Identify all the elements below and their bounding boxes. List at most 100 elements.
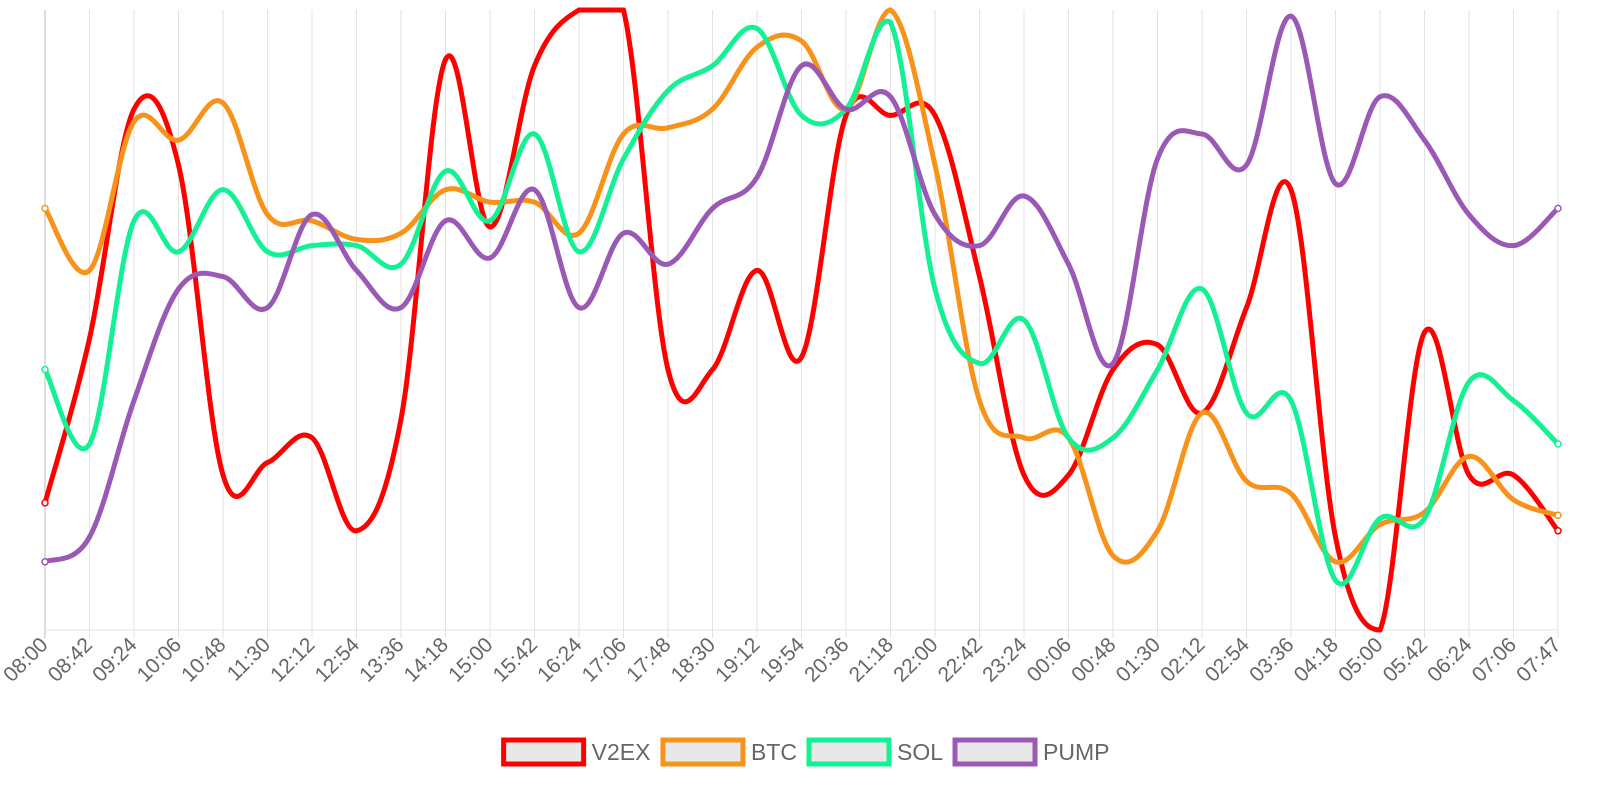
- data-point: [1066, 435, 1071, 441]
- data-point: [220, 274, 226, 280]
- data-point: [87, 336, 92, 342]
- data-point: [1021, 472, 1027, 478]
- legend-item-btc[interactable]: BTC: [660, 737, 797, 767]
- data-point: [41, 204, 49, 213]
- data-point: [799, 354, 804, 360]
- data-point: [1244, 478, 1249, 484]
- data-point: [710, 205, 715, 211]
- data-point: [87, 534, 92, 540]
- data-point: [1288, 398, 1294, 404]
- data-point: [710, 106, 715, 112]
- legend-item-sol[interactable]: SOL: [806, 737, 943, 767]
- data-point: [1021, 317, 1027, 323]
- x-tick-label: 16:24: [533, 633, 587, 687]
- data-point: [398, 416, 404, 422]
- data-point: [532, 187, 537, 193]
- data-point: [41, 558, 49, 566]
- data-point: [1110, 435, 1116, 441]
- data-point: [176, 249, 181, 255]
- legend-swatch[interactable]: [806, 737, 892, 767]
- data-point: [220, 472, 226, 478]
- x-tick-label: 07:06: [1468, 633, 1521, 686]
- data-point: [1021, 193, 1027, 199]
- series-v2ex: [41, 7, 1562, 633]
- x-tick-label: 07:47: [1512, 633, 1565, 686]
- x-tick-label: 22:42: [934, 633, 987, 686]
- data-point: [1554, 527, 1562, 535]
- data-point: [131, 218, 137, 224]
- data-point: [354, 267, 359, 273]
- x-tick-label: 14:18: [400, 633, 453, 686]
- x-tick-label: 08:00: [0, 633, 53, 686]
- legend-item-pump[interactable]: PUMP: [952, 737, 1109, 767]
- data-point: [41, 499, 49, 507]
- legend-label[interactable]: PUMP: [1043, 739, 1109, 765]
- data-point: [1199, 410, 1205, 416]
- data-point: [621, 7, 626, 13]
- series-line-pump: [42, 13, 1561, 565]
- data-point: [1333, 534, 1338, 540]
- legend: V2EX BTC SOL PUMP: [501, 737, 1109, 767]
- x-tick-label: 12:12: [266, 633, 319, 686]
- data-point: [1377, 94, 1383, 100]
- data-point: [487, 218, 493, 224]
- data-point: [710, 63, 715, 69]
- x-tick-label: 11:30: [223, 633, 275, 685]
- data-point: [1288, 13, 1294, 19]
- data-point: [1244, 305, 1249, 311]
- data-point: [87, 267, 92, 273]
- data-point: [131, 398, 137, 404]
- data-point: [532, 63, 537, 69]
- data-point: [354, 528, 359, 534]
- data-point: [532, 199, 537, 205]
- data-point: [87, 441, 92, 447]
- data-point: [1377, 627, 1383, 633]
- x-tick-label: 03:36: [1245, 633, 1298, 686]
- data-point: [131, 119, 137, 125]
- data-point: [1155, 367, 1160, 373]
- data-point: [843, 106, 849, 112]
- x-tick-label: 00:48: [1067, 633, 1120, 686]
- data-point: [1333, 181, 1338, 187]
- series-pump: [41, 13, 1562, 566]
- x-axis: 08:0008:4209:2410:0610:4811:3012:1212:54…: [0, 629, 1566, 687]
- data-point: [354, 236, 359, 242]
- data-point: [131, 106, 137, 112]
- data-point: [1244, 162, 1249, 168]
- x-tick-label: 21:18: [845, 633, 898, 686]
- data-point: [1422, 329, 1427, 335]
- data-point: [1244, 410, 1249, 416]
- legend-swatch[interactable]: [952, 737, 1038, 767]
- x-tick-label: 01:30: [1112, 633, 1165, 686]
- x-tick-label: 17:48: [622, 633, 675, 686]
- data-point: [1110, 360, 1116, 366]
- x-tick-label: 10:06: [133, 633, 186, 686]
- data-point: [799, 38, 804, 44]
- data-point: [176, 286, 181, 292]
- data-point: [977, 360, 982, 366]
- data-point: [665, 261, 671, 267]
- x-tick-label: 22:00: [889, 633, 942, 686]
- data-point: [1554, 511, 1562, 520]
- x-tick-label: 13:36: [355, 633, 408, 686]
- data-point: [265, 305, 270, 311]
- data-point: [621, 230, 626, 236]
- data-point: [621, 156, 626, 162]
- legend-swatch[interactable]: [660, 737, 746, 767]
- data-point: [309, 435, 315, 441]
- data-point: [398, 230, 404, 236]
- legend-item-v2ex[interactable]: V2EX: [501, 737, 651, 767]
- legend-label[interactable]: V2EX: [592, 739, 651, 765]
- data-point: [665, 125, 671, 131]
- legend-swatch[interactable]: [501, 737, 587, 767]
- x-tick-label: 17:06: [578, 633, 631, 686]
- grid: [44, 10, 1559, 638]
- data-point: [1199, 131, 1205, 137]
- legend-label[interactable]: SOL: [897, 739, 943, 765]
- data-point: [1511, 398, 1516, 404]
- legend-label[interactable]: BTC: [751, 739, 797, 765]
- data-point: [576, 230, 582, 236]
- data-point: [888, 7, 893, 13]
- data-point: [754, 26, 760, 32]
